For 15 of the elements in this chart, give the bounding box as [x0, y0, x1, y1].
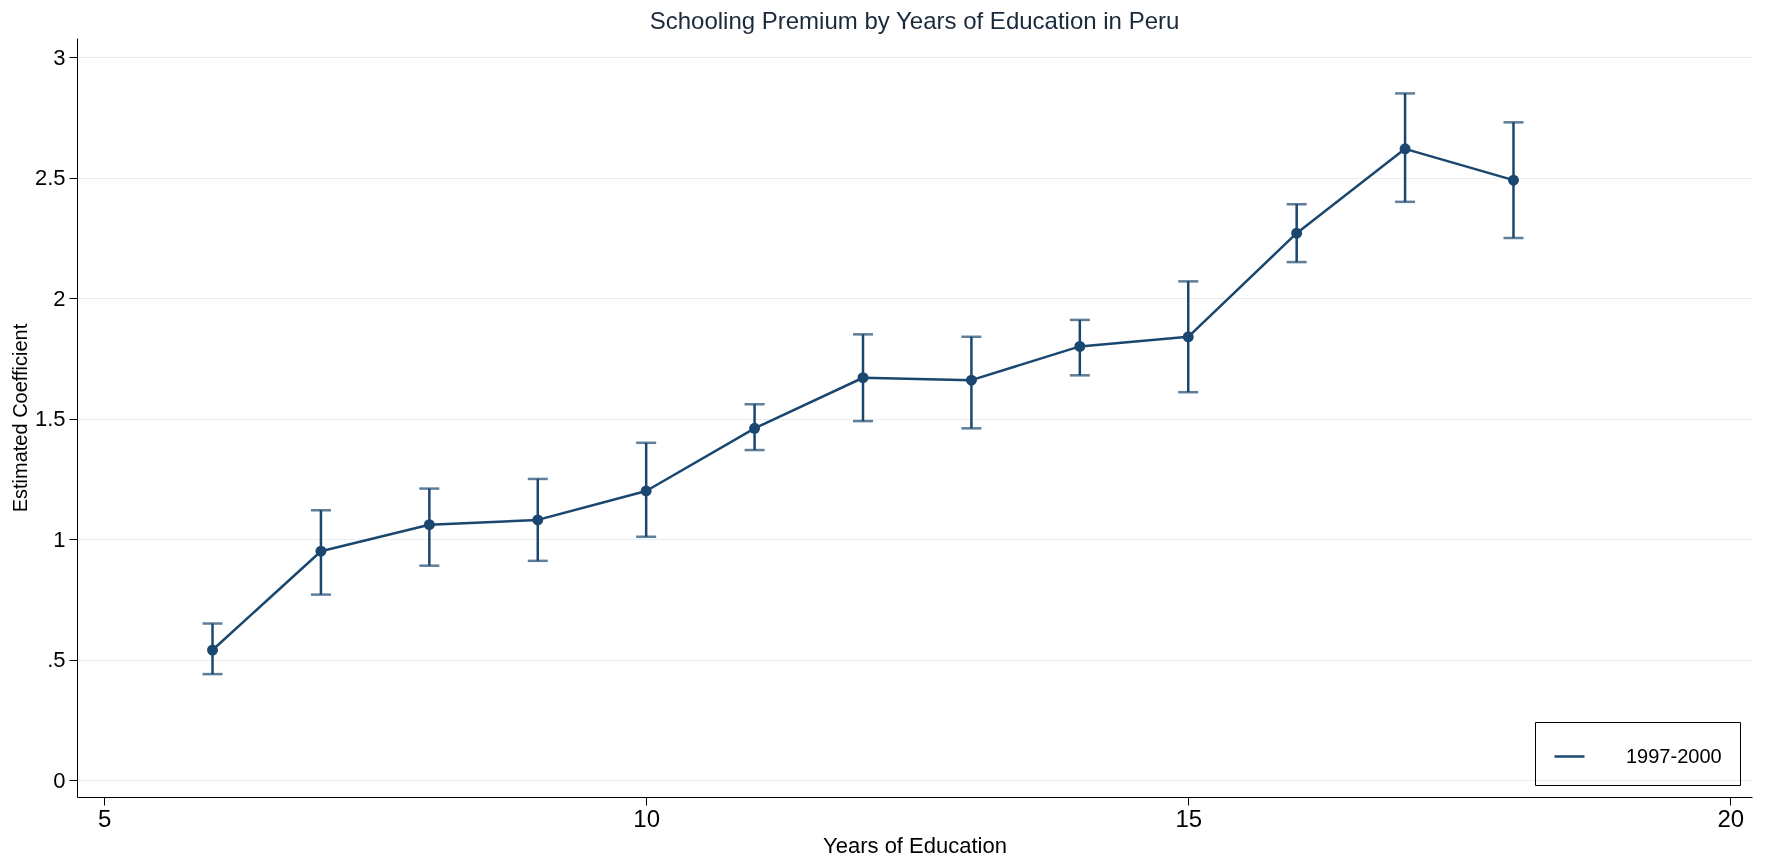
- y-axis-title: Estimated Coefficient: [8, 323, 31, 513]
- y-tick-label: 2: [53, 285, 66, 311]
- y-tick-label: 1: [53, 526, 66, 552]
- y-tick-label: 1.5: [34, 406, 66, 432]
- y-tick-label: .5: [47, 647, 66, 673]
- y-tick-label: 0: [53, 767, 66, 793]
- y-tick-label: 3: [53, 44, 66, 70]
- x-tick-label: 10: [633, 804, 661, 832]
- x-axis-title: Years of Education: [823, 832, 1007, 858]
- x-tick-label: 5: [97, 804, 112, 832]
- legend-label: 1997-2000: [1626, 744, 1722, 767]
- x-tick-label: 20: [1717, 804, 1745, 832]
- y-tick-label: 2.5: [34, 165, 66, 191]
- chart-title: Schooling Premium by Years of Education in Peru: [649, 7, 1180, 34]
- x-tick-label: 15: [1175, 804, 1203, 832]
